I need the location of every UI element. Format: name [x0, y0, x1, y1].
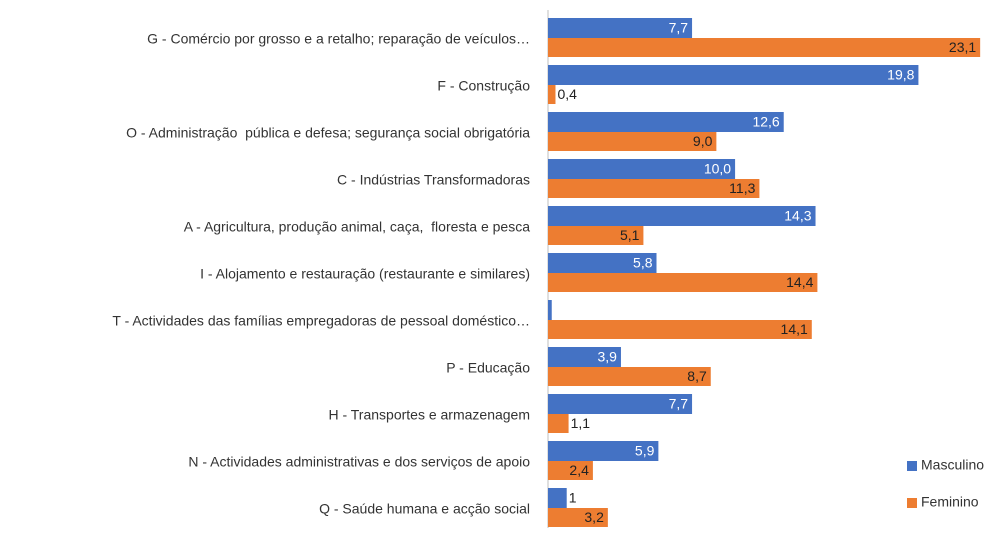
- bar: [548, 414, 569, 433]
- category-label: T - Actividades das famílias empregadora…: [112, 313, 530, 329]
- bar: [548, 132, 717, 151]
- value-label: 5,1: [620, 227, 640, 243]
- bar: [548, 112, 784, 132]
- category-label: H - Transportes e armazenagem: [328, 407, 530, 423]
- value-label: 1: [569, 490, 577, 506]
- legend-label: Masculino: [921, 457, 984, 473]
- category-label: Q - Saúde humana e acção social: [319, 501, 530, 517]
- bar: [548, 300, 552, 320]
- value-label: 10,0: [704, 161, 731, 177]
- value-label: 8,7: [687, 368, 707, 384]
- bar: [548, 179, 760, 198]
- value-label: 19,8: [887, 67, 914, 83]
- bar: [548, 508, 608, 527]
- category-label: G - Comércio por grosso e a retalho; rep…: [147, 31, 530, 47]
- category-label: N - Actividades administrativas e dos se…: [188, 454, 530, 470]
- value-label: 5,8: [633, 255, 653, 271]
- value-label: 2,4: [569, 462, 589, 478]
- value-label: 5,9: [635, 443, 655, 459]
- category-label: F - Construção: [437, 78, 530, 94]
- bar: [548, 273, 818, 292]
- bar: [548, 18, 693, 38]
- value-label: 23,1: [949, 39, 976, 55]
- value-label: 3,2: [584, 509, 604, 525]
- value-label: 1,1: [571, 415, 591, 431]
- value-label: 0,4: [557, 86, 577, 102]
- bar: [548, 38, 981, 57]
- bar: [548, 441, 659, 461]
- value-label: 3,9: [597, 349, 617, 365]
- bar: [548, 226, 644, 245]
- category-label: A - Agricultura, produção animal, caça, …: [184, 219, 531, 235]
- value-label: 14,4: [786, 274, 813, 290]
- bar: [548, 461, 593, 480]
- bar: [548, 65, 919, 85]
- bar: [548, 159, 736, 179]
- category-label: I - Alojamento e restauração (restaurant…: [200, 266, 530, 282]
- legend-swatch: [907, 461, 917, 471]
- bar: [548, 85, 556, 104]
- bar: [548, 320, 812, 339]
- bar: [548, 367, 711, 386]
- value-label: 9,0: [693, 133, 713, 149]
- bar: [548, 206, 816, 226]
- value-label: 7,7: [669, 20, 689, 36]
- legend-swatch: [907, 498, 917, 508]
- category-label: P - Educação: [446, 360, 530, 376]
- value-label: 14,3: [784, 208, 811, 224]
- legend-label: Feminino: [921, 494, 979, 510]
- bar: [548, 488, 567, 508]
- bar: [548, 253, 657, 273]
- value-label: 14,1: [781, 321, 808, 337]
- value-label: 11,3: [729, 180, 755, 196]
- value-label: 7,7: [669, 396, 689, 412]
- bar: [548, 347, 621, 367]
- category-label: C - Indústrias Transformadoras: [337, 172, 530, 188]
- bar: [548, 394, 693, 414]
- value-label: 12,6: [752, 114, 779, 130]
- category-label: O - Administração pública e defesa; segu…: [126, 125, 530, 141]
